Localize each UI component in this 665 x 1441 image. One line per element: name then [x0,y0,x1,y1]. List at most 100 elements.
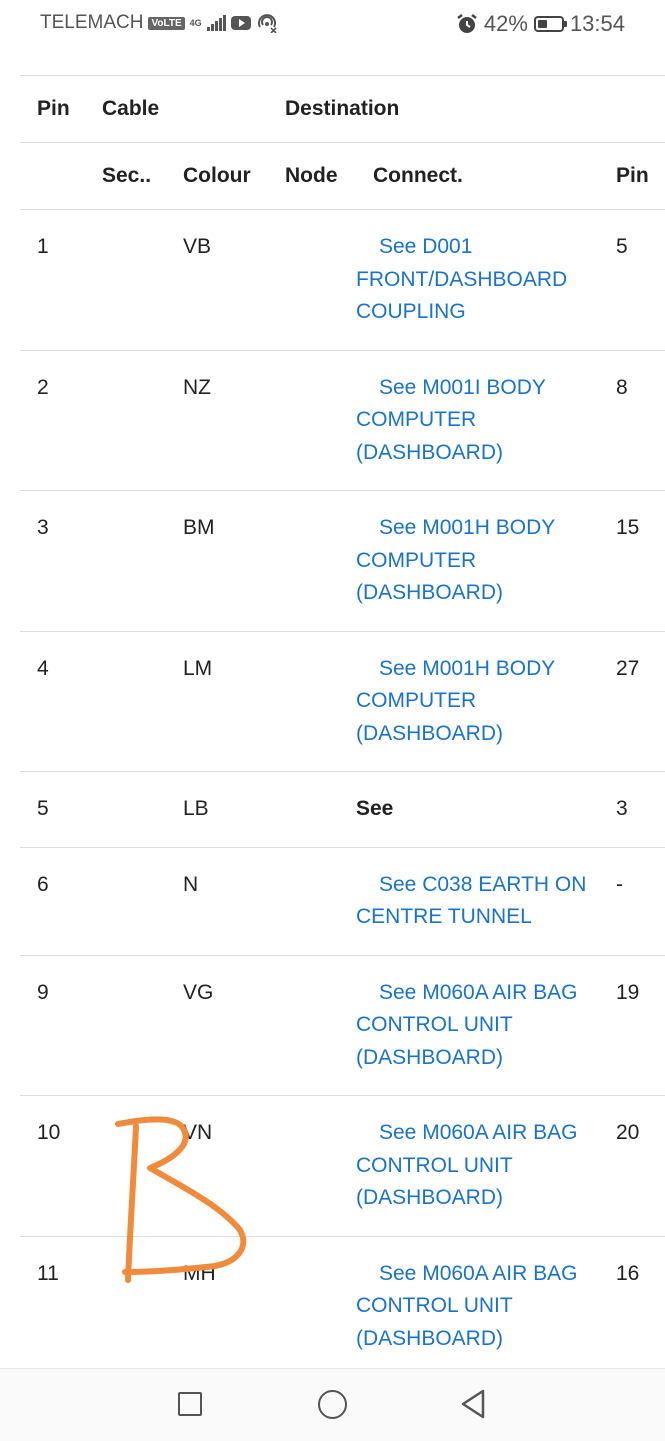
node-cell [268,631,356,772]
header-dest-pin: Pin [616,164,649,187]
pin-table-container[interactable]: Pin Cable Destination Sec.. Colour Node … [20,75,665,1368]
section-cell [85,955,166,1096]
connector-cell: See M001H BODY COMPUTER (DASHBOARD) [356,491,599,632]
colour-cell: VB [183,235,212,258]
pin-cell: 11 [37,1261,59,1285]
node-cell [268,772,356,848]
connector-cell: See M001H BODY COMPUTER (DASHBOARD) [356,631,599,772]
pin-cell: 1 [37,235,49,258]
section-cell [85,491,166,632]
dest-pin-cell: 19 [616,980,640,1004]
volte-icon: VoLTE [148,16,185,30]
table-row: 9 VG See M060A AIR BAG CONTROL UNIT (DASHB… [20,955,665,1096]
table-row: 2 NZ See M001I BODY COMPUTER (DASHBOARD) 8 [20,350,665,491]
pin-cell: 9 [37,980,49,1004]
table-row: 6 N See C038 EARTH ON CENTRE TUNNEL - [20,847,665,955]
network-type: 4G [189,17,202,28]
clock: 13:54 [569,11,625,36]
section-cell [85,1096,166,1237]
battery-level [537,20,547,28]
connector-link[interactable]: See M060A AIR BAG CONTROL UNIT (DASHBOAR… [356,980,578,1069]
node-cell [268,491,356,632]
node-cell [268,1236,356,1368]
battery-icon [533,16,567,32]
header-destination: Destination [285,97,400,120]
table-row: 4 LM See M001H BODY COMPUTER (DASHBOARD) 27 [20,631,665,772]
header-node: Node [285,164,338,187]
table-body: 1 VB See D001 FRONT/DASHBOARD COUPLING 5 2 NZ… [20,209,665,1369]
header-pin: Pin [37,97,70,120]
dest-pin-cell: 8 [616,375,628,399]
section-cell [85,210,166,351]
dest-pin-cell: 16 [616,1261,640,1285]
back-icon[interactable] [459,1389,487,1419]
connector-link[interactable]: See D001 FRONT/DASHBOARD COUPLING [356,235,568,323]
header-connector: Connect. [373,164,463,187]
section-cell [85,350,166,491]
node-cell [268,955,356,1096]
colour-cell: VG [183,980,214,1004]
colour-cell: VN [183,1121,213,1144]
header-colour: Colour [183,164,251,187]
navigation-bar [0,1368,665,1441]
alarm-icon [457,14,477,33]
connector-cell: See M060A AIR BAG CONTROL UNIT (DASHBOAR… [356,955,599,1096]
status-bar: TELEMACH VoLTE 4G 42% 13:54 [0,0,665,48]
connector-text: See [356,797,394,820]
table-row: 11 MH See M060A AIR BAG CONTROL UNIT (DASH… [20,1236,665,1368]
carrier-name: TELEMACH [40,12,144,33]
status-bar-left: TELEMACH VoLTE 4G [40,12,278,34]
battery-percent: 42% [483,11,528,36]
recent-apps-icon[interactable] [178,1392,202,1416]
home-icon[interactable] [318,1390,347,1419]
table-row: 10 VN See M060A AIR BAG CONTROL UNIT (DASH… [20,1095,665,1237]
table-header-top: Pin Cable Destination [20,75,665,143]
connector-link[interactable]: See C038 EARTH ON CENTRE TUNNEL [356,872,587,929]
pin-cell: 6 [37,872,49,896]
connector-link[interactable]: See M001H BODY COMPUTER (DASHBOARD) [356,516,555,604]
section-cell [85,1236,166,1368]
table-header-sub: Sec.. Colour Node Connect. Pin [20,142,665,210]
dest-pin-cell: 5 [616,235,628,258]
section-cell [85,631,166,772]
table-row: 3 BM See M001H BODY COMPUTER (DASHBOARD) 15 [20,490,665,632]
table-row: 1 VB See D001 FRONT/DASHBOARD COUPLING 5 [20,209,665,351]
node-cell [268,350,356,491]
dest-pin-cell: - [616,872,623,896]
node-cell [268,210,356,351]
dest-pin-cell: 27 [616,656,640,680]
section-cell [85,847,166,955]
pin-cell: 3 [37,516,49,539]
connector-link[interactable]: See M060A AIR BAG CONTROL UNIT (DASHBOAR… [356,1261,578,1350]
dest-pin-cell: 15 [616,516,640,539]
connector-cell: See C038 EARTH ON CENTRE TUNNEL [356,847,599,955]
connector-cell: See D001 FRONT/DASHBOARD COUPLING [356,210,599,351]
colour-cell: NZ [183,375,211,399]
header-cable: Cable [102,97,160,120]
pin-cell: 10 [37,1121,61,1144]
colour-cell: LB [183,797,209,820]
connector-link[interactable]: See M060A AIR BAG CONTROL UNIT (DASHBOAR… [356,1121,578,1209]
pin-table: Pin Cable Destination Sec.. Colour Node … [20,75,665,1368]
header-empty [20,143,85,210]
hotspot-icon [257,14,277,33]
connector-link[interactable]: See M001I BODY COMPUTER (DASHBOARD) [356,375,546,464]
connector-cell: See M060A AIR BAG CONTROL UNIT (DASHBOAR… [356,1236,599,1368]
colour-cell: LM [183,656,213,680]
dest-pin-cell: 20 [616,1121,640,1144]
colour-cell: N [183,872,199,896]
table-row: 5 LB See 3 [20,771,665,848]
header-section: Sec.. [102,164,152,187]
colour-cell: MH [183,1261,216,1285]
signal-icon [206,15,226,31]
colour-cell: BM [183,516,215,539]
status-bar-right: 42% 13:54 [456,11,625,37]
pin-cell: 5 [37,797,49,820]
section-cell [85,772,166,848]
connector-cell: See M060A AIR BAG CONTROL UNIT (DASHBOAR… [356,1096,599,1237]
dest-pin-cell: 3 [616,797,628,820]
node-cell [268,1096,356,1237]
pin-cell: 4 [37,656,49,680]
node-cell [268,847,356,955]
connector-link[interactable]: See M001H BODY COMPUTER (DASHBOARD) [356,656,555,745]
